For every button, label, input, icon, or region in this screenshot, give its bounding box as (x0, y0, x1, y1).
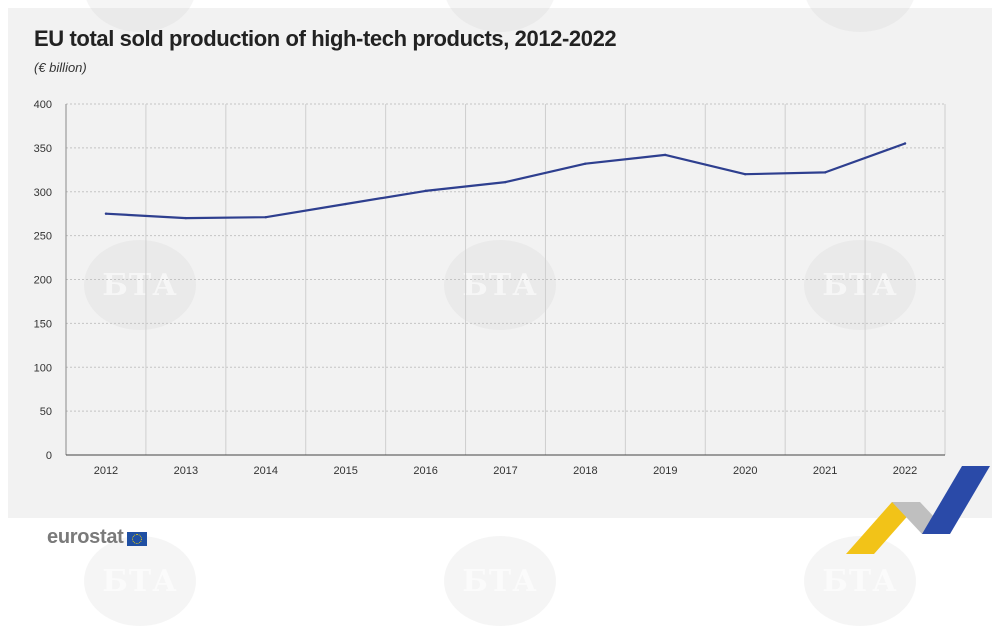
x-tick-label-2014: 2014 (254, 465, 278, 477)
x-tick-label-2022: 2022 (893, 465, 917, 477)
data-point-2019 (664, 153, 667, 157)
y-tick-label-0: 0 (46, 450, 52, 462)
chart-title: EU total sold production of high-tech pr… (34, 26, 617, 51)
x-tick-label-2012: 2012 (94, 465, 118, 477)
line-chart: 0 50 100 150 200 250 300 350 400 2012 2013 2014 2015… (34, 99, 946, 477)
series-layer (104, 142, 907, 220)
x-tick-label-2013: 2013 (174, 465, 198, 477)
watermark-mid-center: БТА (444, 240, 556, 330)
y-tick-label-250: 250 (34, 231, 52, 243)
x-tick-label-2018: 2018 (573, 465, 597, 477)
y-tick-label-400: 400 (34, 99, 52, 111)
data-point-2017 (504, 180, 507, 184)
x-tick-label-2016: 2016 (413, 465, 437, 477)
data-point-2012 (104, 212, 108, 215)
data-point-2020 (744, 173, 747, 176)
chart-panel (8, 8, 992, 518)
x-tick-label-2015: 2015 (333, 465, 357, 477)
data-point-2014 (264, 215, 267, 219)
y-tick-label-50: 50 (40, 406, 52, 418)
eu-flag-icon (126, 531, 147, 546)
data-point-2016 (424, 189, 427, 193)
y-tick-label-150: 150 (34, 318, 52, 330)
blue-stripe (922, 466, 990, 534)
data-point-2018 (584, 162, 587, 165)
yellow-stripe (846, 502, 920, 554)
y-tick-label-100: 100 (34, 362, 52, 374)
x-tick-label-2019: 2019 (653, 465, 677, 477)
x-tick-label-2017: 2017 (493, 465, 517, 477)
y-tick-label-350: 350 (34, 143, 52, 155)
eurostat-logo-text: eurostat (47, 526, 124, 548)
bta-corner-graphic (846, 466, 990, 554)
x-tick-label-2020: 2020 (733, 465, 757, 477)
data-point-2013 (184, 216, 188, 220)
axis-layer: 0 50 100 150 200 250 300 350 400 2012 2013 2014 2015… (34, 99, 946, 477)
watermark-mid-right: БТА (804, 240, 916, 330)
eurostat-logo: eurostat (47, 526, 147, 549)
watermark-mid-left: БТА (84, 240, 196, 330)
y-tick-label-300: 300 (34, 187, 52, 199)
chart-subtitle: (€ billion) (34, 60, 87, 75)
y-tick-label-200: 200 (34, 275, 52, 287)
data-point-2015 (344, 202, 347, 206)
data-point-2022 (903, 142, 907, 145)
data-point-2021 (823, 171, 827, 174)
grid-layer (66, 103, 945, 455)
x-tick-label-2021: 2021 (813, 465, 837, 477)
